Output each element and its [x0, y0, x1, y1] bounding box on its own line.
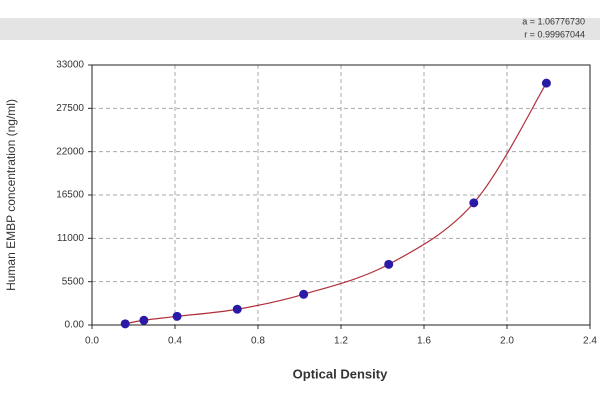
x-tick-label: 2.4 — [583, 336, 597, 347]
data-point — [172, 311, 182, 321]
data-point — [232, 304, 242, 314]
header-band — [0, 18, 600, 40]
data-point — [384, 259, 394, 269]
annotation: r = 0.99967044 — [524, 29, 585, 39]
y-tick-label: 5500 — [62, 276, 85, 287]
x-tick-label: 1.6 — [417, 336, 431, 347]
plot-frame — [91, 64, 591, 326]
annotation: a = 1.06776730 — [522, 16, 585, 26]
x-tick-label: 1.2 — [334, 336, 348, 347]
x-tick-label: 0.8 — [251, 336, 265, 347]
x-tick-label: 2.0 — [500, 336, 514, 347]
data-point — [120, 319, 130, 329]
x-tick-label: 0.4 — [168, 336, 182, 347]
y-axis-title: Human EMBP concentration (ng/ml) — [4, 99, 18, 291]
y-tick-label: 0.00 — [65, 320, 85, 331]
y-tick-label: 27500 — [56, 103, 84, 114]
x-tick-label: 0.0 — [85, 336, 99, 347]
x-axis-title: Optical Density — [293, 366, 388, 381]
y-tick-label: 22000 — [56, 146, 84, 157]
data-point — [139, 315, 149, 325]
data-point — [299, 289, 309, 299]
data-point — [541, 78, 551, 88]
fit-curve — [125, 82, 547, 325]
y-tick-label: 16500 — [56, 190, 84, 201]
y-tick-label: 11000 — [57, 233, 85, 244]
data-point — [469, 198, 479, 208]
y-tick-label: 33000 — [56, 60, 84, 71]
